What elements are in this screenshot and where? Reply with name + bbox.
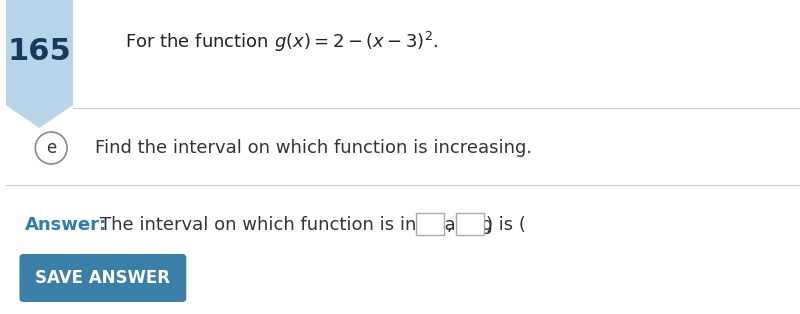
FancyBboxPatch shape bbox=[19, 254, 186, 302]
FancyBboxPatch shape bbox=[456, 213, 484, 235]
FancyBboxPatch shape bbox=[6, 0, 73, 105]
Text: The interval on which function is increasing is (: The interval on which function is increa… bbox=[100, 216, 526, 234]
Text: e: e bbox=[46, 139, 56, 157]
Polygon shape bbox=[6, 105, 73, 128]
Text: Answer:: Answer: bbox=[26, 216, 107, 234]
FancyBboxPatch shape bbox=[416, 213, 444, 235]
Text: For the function $g(x)=2-(x-3)^2$.: For the function $g(x)=2-(x-3)^2$. bbox=[125, 30, 438, 54]
Circle shape bbox=[35, 132, 67, 164]
Text: ): ) bbox=[486, 216, 493, 234]
Text: Find the interval on which function is increasing.: Find the interval on which function is i… bbox=[95, 139, 532, 157]
Text: SAVE ANSWER: SAVE ANSWER bbox=[35, 269, 170, 287]
Text: 165: 165 bbox=[7, 37, 71, 67]
Text: ,: , bbox=[447, 216, 453, 234]
